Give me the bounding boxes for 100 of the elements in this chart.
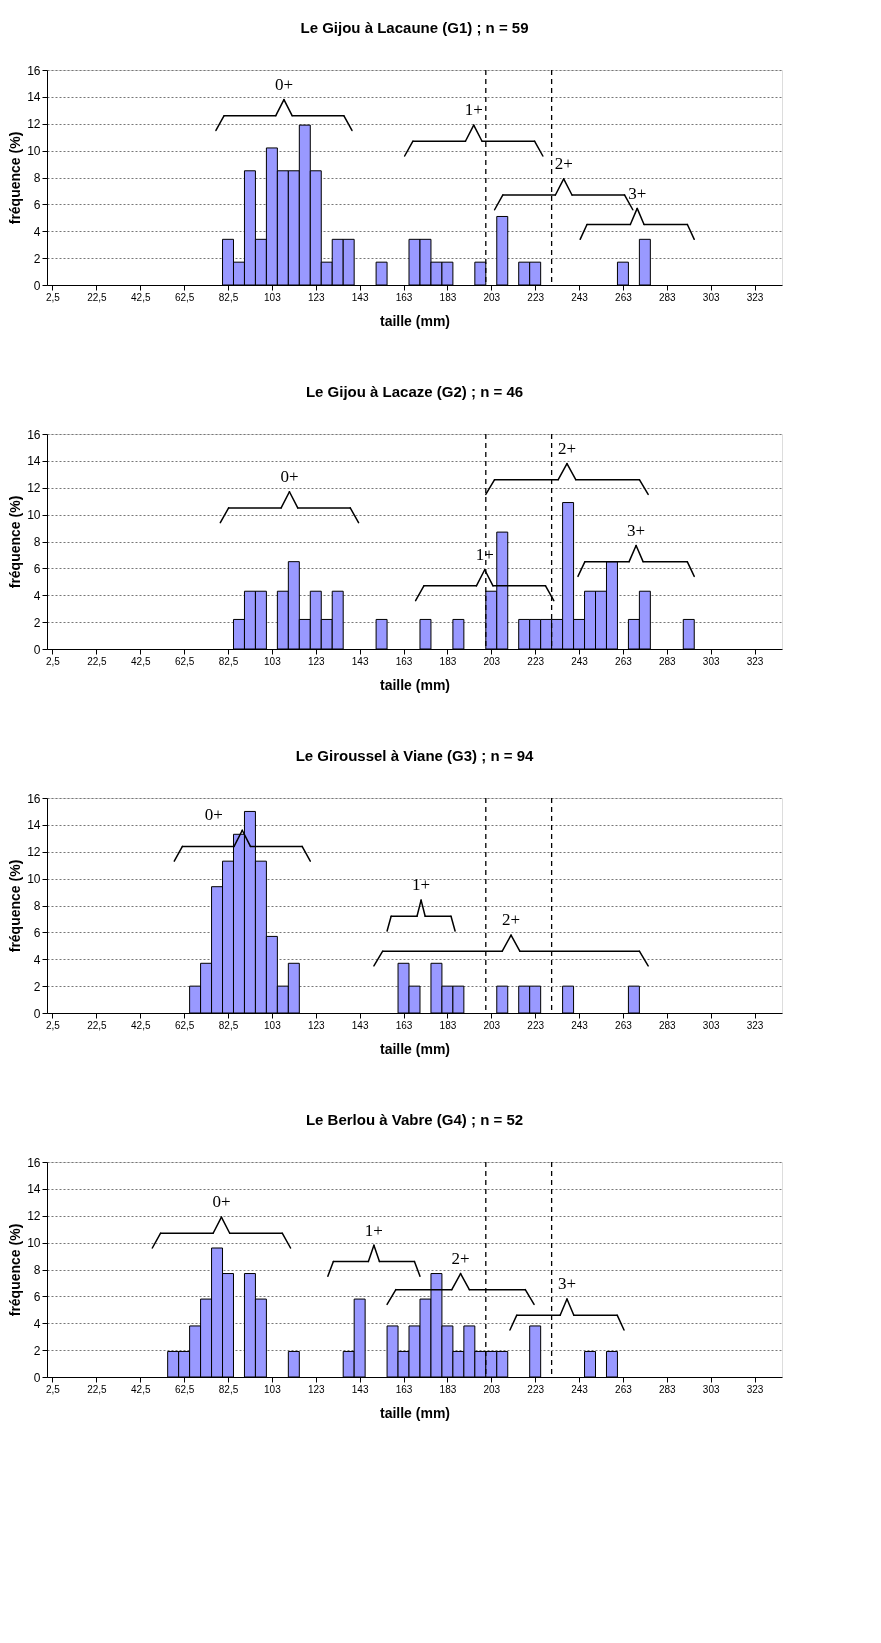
annotation: 0+ [274,74,293,94]
x-tick-label: 22,5 [87,1383,108,1395]
x-tick-label: 42,5 [131,655,151,667]
y-tick-label: 2 [33,1343,41,1358]
x-tick-label: 203 [483,1019,501,1031]
x-tick-label: 303 [702,655,720,667]
x-tick-label: 42,5 [131,1383,151,1395]
x-tick-label: 2,5 [46,1383,61,1395]
y-tick-label: 0 [33,1006,41,1021]
y-axis-title: fréquence (%) [7,1223,24,1317]
y-tick-label: 10 [27,144,41,159]
x-tick-label: 283 [658,1019,677,1031]
x-tick-label: 143 [351,1383,369,1395]
y-axis-title: fréquence (%) [7,131,24,225]
y-tick-label: 16 [27,791,41,806]
x-tick-label: 62,5 [174,1383,195,1395]
x-tick-label: 323 [746,291,764,303]
x-tick-label: 103 [264,655,282,667]
x-tick-label: 42,5 [131,1019,151,1031]
y-tick-label: 12 [27,1209,41,1224]
y-tick-label: 14 [27,1182,41,1197]
x-tick-label: 42,5 [131,291,151,303]
x-tick-label: 183 [439,1019,457,1031]
y-tick-label: 6 [33,1289,41,1304]
annotation: 0+ [204,805,223,825]
x-tick-label: 203 [483,291,501,303]
y-tick-label: 4 [33,1316,41,1331]
x-tick-label: 163 [395,291,413,303]
x-tick-label: 123 [307,1383,326,1395]
x-tick-label: 82,5 [218,655,239,667]
chart-title: Le Gijou à Lacaune (G1) ; n = 59 [300,19,529,36]
annotation: 1+ [412,875,431,895]
x-tick-label: 243 [571,1019,589,1031]
annotation: 3+ [557,1274,577,1294]
y-tick-label: 8 [33,899,41,913]
x-tick-label: 123 [307,655,326,667]
y-tick-label: 12 [27,845,41,860]
x-tick-label: 2,5 [46,291,61,303]
x-tick-label: 283 [658,1383,677,1395]
x-tick-label: 22,5 [87,1019,108,1031]
x-tick-label: 123 [307,291,326,303]
y-tick-label: 16 [27,63,41,78]
y-tick-label: 4 [33,952,41,967]
x-tick-label: 223 [527,1383,545,1395]
y-tick-label: 4 [33,588,41,603]
chart-title: Le Berlou à Vabre (G4) ; n = 52 [305,1111,524,1128]
x-tick-label: 2,5 [46,655,61,667]
x-tick-label: 223 [527,291,545,303]
annotation: 0+ [212,1192,231,1212]
y-tick-label: 14 [27,818,41,833]
x-tick-label: 223 [527,655,545,667]
y-tick-label: 2 [33,615,41,630]
x-tick-label: 62,5 [174,655,195,667]
y-tick-label: 4 [33,224,41,239]
x-tick-label: 103 [264,291,282,303]
y-tick-label: 10 [27,872,41,887]
x-axis-title: taille (mm) [379,312,451,329]
x-tick-label: 303 [702,1019,720,1031]
y-tick-label: 6 [33,197,41,212]
x-tick-label: 243 [571,1383,589,1395]
y-tick-label: 8 [33,1263,41,1277]
y-tick-label: 2 [33,979,41,994]
x-tick-label: 283 [658,291,677,303]
y-tick-label: 12 [27,117,41,132]
x-tick-label: 183 [439,291,457,303]
chart-title: Le Gijou à Lacaze (G2) ; n = 46 [305,383,524,400]
x-tick-label: 223 [527,1019,545,1031]
y-tick-label: 2 [33,251,41,266]
x-axis-title: taille (mm) [379,1404,451,1421]
y-tick-label: 6 [33,561,41,576]
x-axis-title: taille (mm) [379,676,451,693]
x-tick-label: 283 [658,655,677,667]
x-tick-label: 2,5 [46,1019,61,1031]
y-tick-label: 12 [27,481,41,496]
y-tick-label: 10 [27,508,41,523]
x-tick-label: 263 [615,1019,633,1031]
y-tick-label: 6 [33,925,41,940]
x-tick-label: 143 [351,291,369,303]
y-tick-label: 16 [27,1155,41,1170]
x-tick-label: 323 [746,1019,764,1031]
x-tick-label: 323 [746,655,764,667]
x-tick-label: 203 [483,655,501,667]
x-tick-label: 62,5 [174,1019,195,1031]
x-tick-label: 103 [264,1383,282,1395]
x-tick-label: 22,5 [87,655,108,667]
annotation: 2+ [451,1248,470,1268]
y-tick-label: 0 [33,278,41,293]
annotation: 1+ [464,100,483,120]
x-tick-label: 323 [746,1383,764,1395]
x-axis-title: taille (mm) [379,1040,451,1057]
x-tick-label: 263 [615,1383,633,1395]
x-tick-label: 82,5 [218,291,239,303]
x-tick-label: 203 [483,1383,501,1395]
x-tick-label: 183 [439,1383,457,1395]
x-tick-label: 62,5 [174,291,195,303]
y-tick-label: 0 [33,642,41,657]
annotation: 2+ [554,154,573,174]
x-tick-label: 303 [702,291,720,303]
annotation: 3+ [628,183,647,203]
x-tick-label: 303 [702,1383,720,1395]
